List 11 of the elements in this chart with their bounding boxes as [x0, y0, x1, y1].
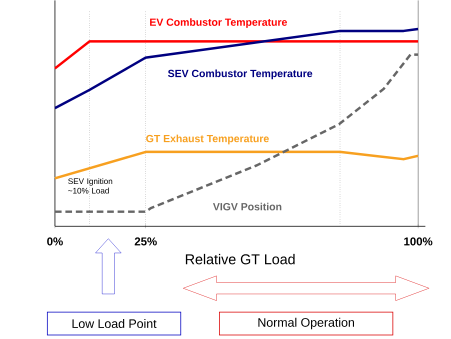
text: Normal Operation [258, 318, 354, 330]
series-label: GT Exhaust Temperature [146, 134, 269, 144]
x-axis-title: Relative GT Load [186, 254, 295, 264]
x-tick-label: 0% [47, 238, 63, 246]
text: Low Load Point [72, 319, 156, 328]
series-label: SEV Combustor Temperature [168, 70, 312, 80]
x-tick-label: 25% [134, 238, 157, 246]
annotation: SEV Ignition ~10% Load [68, 178, 112, 194]
series-label: EV Combustor Temperature [150, 18, 287, 28]
x-tick-label: 100% [404, 238, 432, 246]
series-label: VIGV Position [212, 202, 282, 211]
